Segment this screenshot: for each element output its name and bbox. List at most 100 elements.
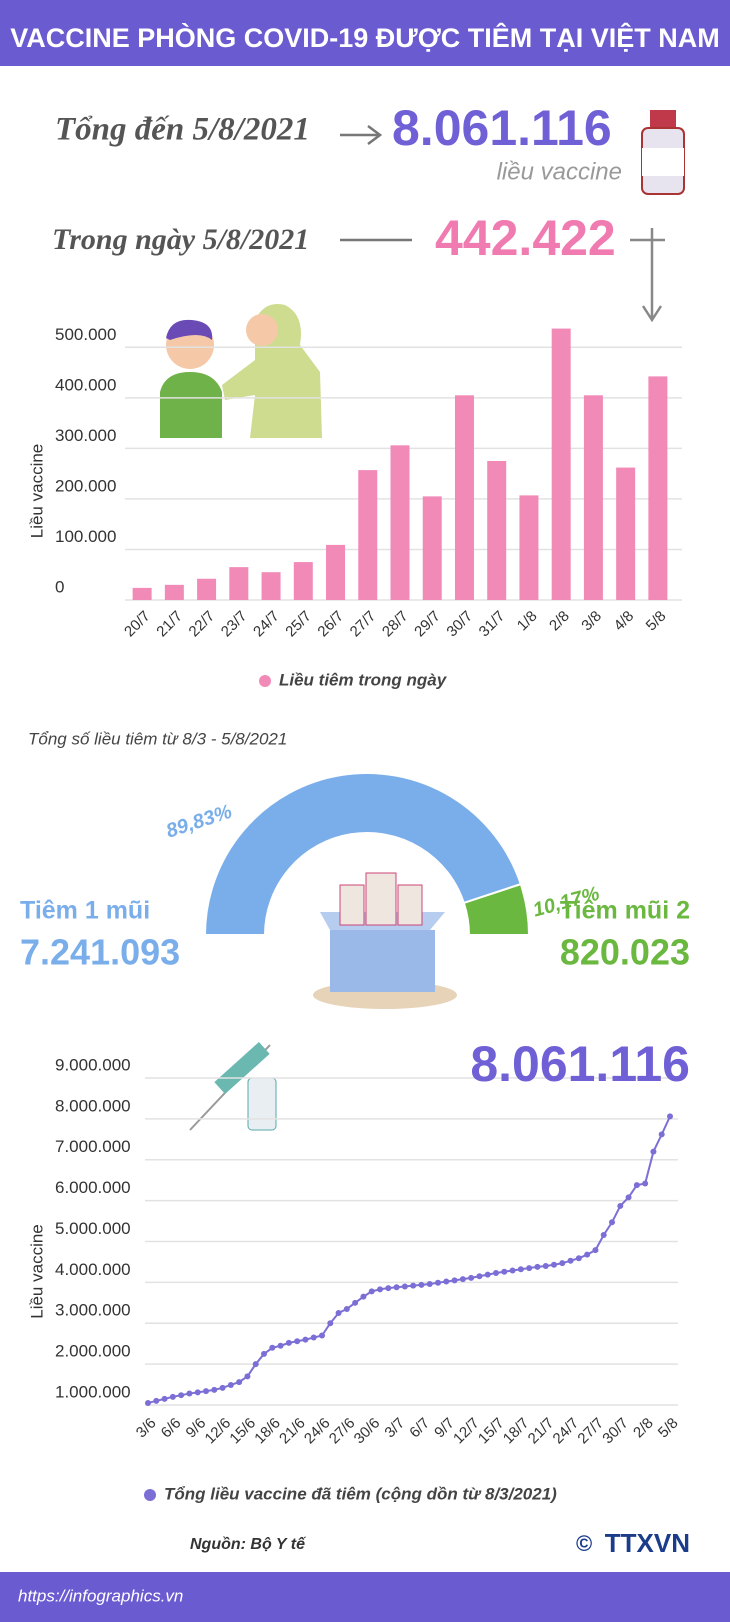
point <box>658 1131 665 1138</box>
point <box>493 1269 499 1276</box>
x-tick-label: 3/6 <box>133 1415 160 1442</box>
point <box>153 1397 160 1404</box>
vial-icon <box>641 110 685 195</box>
point <box>534 1263 541 1270</box>
point <box>277 1342 284 1349</box>
x-tick-label: 25/7 <box>282 608 315 641</box>
point <box>211 1386 218 1393</box>
page-title: VACCINE PHÒNG COVID-19 ĐƯỢC TIÊM TẠI VIỆ… <box>10 22 719 53</box>
bar <box>454 395 474 600</box>
x-tick-label: 22/7 <box>186 608 219 641</box>
point <box>584 1251 591 1258</box>
point <box>542 1263 549 1270</box>
point <box>559 1260 566 1267</box>
point <box>161 1395 168 1402</box>
box-illustration <box>313 872 457 1009</box>
point <box>410 1282 417 1289</box>
point <box>236 1379 243 1386</box>
x-tick-label: 23/7 <box>218 608 251 641</box>
url: https://infographics.vn <box>18 1586 183 1605</box>
point <box>310 1334 317 1341</box>
legend-marker <box>144 1489 156 1501</box>
legend-label: Tổng liều vaccine đã tiêm (cộng dồn từ 8… <box>164 1484 557 1503</box>
point <box>178 1392 185 1399</box>
point <box>302 1336 309 1343</box>
y-tick-label: 300.000 <box>55 426 116 445</box>
copyright-symbol: © <box>576 1531 592 1556</box>
day-label: Trong ngày 5/8/2021 <box>52 223 309 256</box>
point <box>551 1261 557 1268</box>
header-bar <box>0 0 730 66</box>
y-tick-label: 6.000.000 <box>55 1178 131 1197</box>
arrow <box>340 125 383 145</box>
point <box>377 1286 383 1293</box>
point <box>633 1182 640 1189</box>
point <box>567 1257 574 1264</box>
point <box>343 1305 350 1312</box>
x-tick-label: 30/7 <box>443 608 476 641</box>
point <box>451 1277 458 1284</box>
x-tick-label: 30/7 <box>599 1415 632 1448</box>
point <box>145 1399 151 1406</box>
y-tick-label: 200.000 <box>55 476 116 495</box>
x-tick-label: 26/7 <box>314 608 347 641</box>
point <box>285 1339 292 1346</box>
bar <box>519 495 539 600</box>
point <box>261 1350 267 1357</box>
point <box>203 1388 209 1395</box>
legend-label: Liều tiêm trong ngày <box>279 670 448 689</box>
point <box>575 1255 582 1262</box>
point <box>186 1390 193 1397</box>
bar <box>551 328 571 600</box>
y-tick-label: 7.000.000 <box>55 1137 131 1156</box>
syringe-illustration <box>189 1041 277 1131</box>
x-tick-label: 18/7 <box>500 1415 533 1448</box>
x-tick-label: 1/8 <box>514 608 541 635</box>
point <box>252 1361 259 1368</box>
down-arrow <box>630 228 665 323</box>
health-worker-illustration <box>160 304 322 438</box>
footer-bar <box>0 1572 730 1622</box>
x-tick-label: 27/7 <box>347 608 380 641</box>
x-tick-label: 30/6 <box>351 1415 384 1448</box>
x-tick-label: 29/7 <box>411 608 444 641</box>
point <box>468 1274 475 1281</box>
x-tick-label: 5/8 <box>643 608 670 635</box>
x-tick-label: 27/6 <box>326 1415 359 1448</box>
x-tick-label: 24/7 <box>550 1415 583 1448</box>
source: Nguồn: Bộ Y tế <box>190 1536 307 1553</box>
x-tick-label: 27/7 <box>574 1415 607 1448</box>
x-tick-label: 2/8 <box>546 608 573 635</box>
point <box>335 1310 342 1317</box>
series-name: Tiêm mũi 2 <box>560 897 690 925</box>
bar <box>197 578 217 600</box>
x-tick-label: 24/6 <box>301 1415 334 1448</box>
point <box>435 1279 441 1286</box>
y-tick-label: 2.000.000 <box>55 1342 131 1361</box>
y-tick-label: 9.000.000 <box>55 1055 131 1074</box>
y-tick-label: 100.000 <box>55 527 116 546</box>
point <box>244 1373 251 1380</box>
bar <box>261 572 281 600</box>
point <box>443 1278 450 1285</box>
annotation: 8.061.116 <box>470 1036 690 1092</box>
point <box>227 1381 234 1388</box>
gauge-segment <box>462 882 531 936</box>
point <box>642 1180 649 1187</box>
line <box>147 1115 671 1404</box>
point <box>600 1231 607 1238</box>
point <box>352 1299 359 1306</box>
x-tick-label: 21/7 <box>525 1415 558 1448</box>
x-tick-label: 18/6 <box>251 1415 284 1448</box>
y-tick-label: 8.000.000 <box>55 1096 131 1115</box>
point <box>294 1338 301 1345</box>
logo: TTXVN <box>605 1528 690 1558</box>
bar <box>583 395 603 600</box>
point <box>592 1247 599 1254</box>
y-tick-label: 1.000.000 <box>55 1382 131 1401</box>
bar <box>358 470 378 600</box>
bar <box>132 587 152 600</box>
x-tick-label: 20/7 <box>121 608 154 641</box>
point <box>517 1266 524 1273</box>
point <box>319 1332 325 1339</box>
